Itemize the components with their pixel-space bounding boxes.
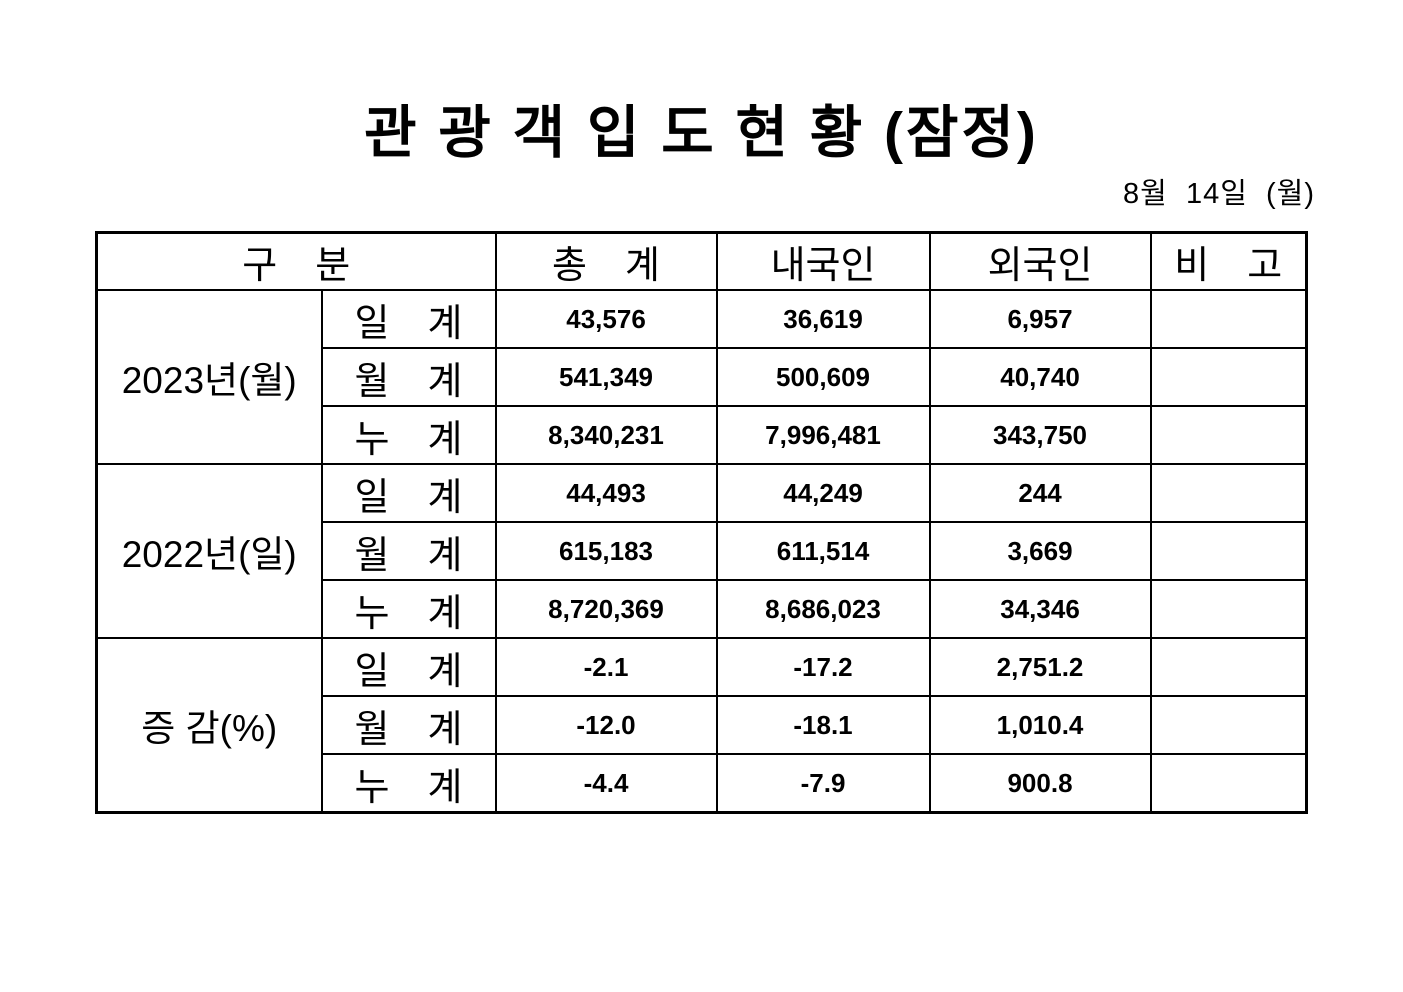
cell-note bbox=[1149, 289, 1308, 349]
row-label-monthly: 월 계 bbox=[320, 347, 497, 407]
cell-domestic: 611,514 bbox=[715, 521, 931, 581]
section-label-change-pct: 증 감(%) bbox=[95, 637, 323, 814]
cell-note bbox=[1149, 695, 1308, 755]
table-row: 누 계 8,340,231 7,996,481 343,750 bbox=[97, 405, 1308, 465]
row-label-cumulative: 누 계 bbox=[320, 579, 497, 639]
cell-total: 615,183 bbox=[494, 521, 718, 581]
section-label-2022: 2022년(일) bbox=[95, 463, 323, 639]
row-label-daily: 일 계 bbox=[320, 463, 497, 523]
table-row: 누 계 -4.4 -7.9 900.8 bbox=[97, 753, 1308, 814]
cell-foreign: 343,750 bbox=[928, 405, 1152, 465]
cell-total: 43,576 bbox=[494, 289, 718, 349]
table-row: 2022년(일) 일 계 44,493 44,249 244 bbox=[95, 463, 1308, 639]
table-row: 월 계 -12.0 -18.1 1,010.4 bbox=[97, 695, 1308, 755]
col-header-category: 구 분 bbox=[95, 231, 497, 291]
cell-foreign: 1,010.4 bbox=[928, 695, 1152, 755]
cell-domestic: 500,609 bbox=[715, 347, 931, 407]
cell-note bbox=[1149, 637, 1308, 697]
tourist-arrival-table: 구 분 총 계 내국인 외국인 비 고 2023년(월) 일 계 43,576 … bbox=[95, 231, 1309, 814]
cell-domestic: -18.1 bbox=[715, 695, 931, 755]
cell-foreign: 900.8 bbox=[928, 753, 1152, 814]
col-header-note: 비 고 bbox=[1149, 231, 1308, 291]
cell-total: 8,720,369 bbox=[494, 579, 718, 639]
cell-domestic: -7.9 bbox=[715, 753, 931, 814]
row-label-monthly: 월 계 bbox=[320, 521, 497, 581]
col-header-total: 총 계 bbox=[494, 231, 718, 291]
col-header-foreign: 외국인 bbox=[928, 231, 1152, 291]
cell-foreign: 2,751.2 bbox=[928, 637, 1152, 697]
cell-note bbox=[1149, 579, 1308, 639]
cell-domestic: -17.2 bbox=[715, 637, 931, 697]
cell-total: -2.1 bbox=[494, 637, 718, 697]
date-label: 8월 14일 (월) bbox=[1123, 178, 1315, 210]
cell-domestic: 8,686,023 bbox=[715, 579, 931, 639]
cell-note bbox=[1149, 521, 1308, 581]
table-row: 월 계 541,349 500,609 40,740 bbox=[97, 347, 1308, 407]
row-label-monthly: 월 계 bbox=[320, 695, 497, 755]
cell-note bbox=[1149, 347, 1308, 407]
cell-foreign: 3,669 bbox=[928, 521, 1152, 581]
col-header-domestic: 내국인 bbox=[715, 231, 931, 291]
cell-foreign: 34,346 bbox=[928, 579, 1152, 639]
row-label-cumulative: 누 계 bbox=[320, 753, 497, 814]
cell-domestic: 36,619 bbox=[715, 289, 931, 349]
table-row: 월 계 615,183 611,514 3,669 bbox=[97, 521, 1308, 581]
cell-total: 44,493 bbox=[494, 463, 718, 523]
cell-domestic: 7,996,481 bbox=[715, 405, 931, 465]
cell-total: 541,349 bbox=[494, 347, 718, 407]
table-row: 누 계 8,720,369 8,686,023 34,346 bbox=[97, 579, 1308, 639]
cell-foreign: 40,740 bbox=[928, 347, 1152, 407]
cell-note bbox=[1149, 463, 1308, 523]
table-row: 증 감(%) 일 계 -2.1 -17.2 2,751.2 bbox=[95, 637, 1308, 814]
table-header-row: 구 분 총 계 내국인 외국인 비 고 bbox=[95, 231, 1308, 291]
table-row: 2023년(월) 일 계 43,576 36,619 6,957 bbox=[95, 289, 1308, 465]
cell-foreign: 244 bbox=[928, 463, 1152, 523]
row-label-cumulative: 누 계 bbox=[320, 405, 497, 465]
cell-total: 8,340,231 bbox=[494, 405, 718, 465]
cell-note bbox=[1149, 753, 1308, 814]
cell-total: -4.4 bbox=[494, 753, 718, 814]
cell-foreign: 6,957 bbox=[928, 289, 1152, 349]
page-title: 관 광 객 입 도 현 황 (잠정) bbox=[364, 101, 1039, 165]
cell-total: -12.0 bbox=[494, 695, 718, 755]
row-label-daily: 일 계 bbox=[320, 637, 497, 697]
section-label-2023: 2023년(월) bbox=[95, 289, 323, 465]
cell-domestic: 44,249 bbox=[715, 463, 931, 523]
row-label-daily: 일 계 bbox=[320, 289, 497, 349]
cell-note bbox=[1149, 405, 1308, 465]
